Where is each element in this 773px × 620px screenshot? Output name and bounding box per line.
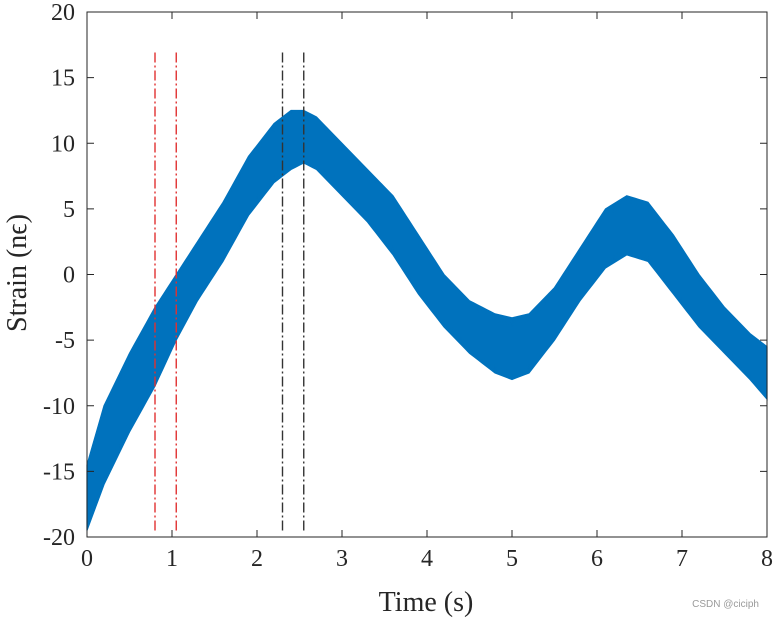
y-tick-label: -5: [55, 328, 75, 354]
y-tick-label: 0: [63, 263, 75, 289]
y-tick-label: 10: [51, 131, 75, 157]
y-tick-label: 5: [63, 197, 75, 223]
x-tick-label: 4: [421, 546, 433, 572]
x-tick-label: 5: [506, 546, 518, 572]
y-tick-label: 15: [51, 66, 75, 92]
x-tick-label: 8: [761, 546, 773, 572]
x-tick-label: 0: [81, 546, 93, 572]
signal-trace-strain-signal: [86, 110, 768, 530]
y-tick-label: -20: [43, 525, 75, 551]
x-tick-label: 7: [676, 546, 688, 572]
x-tick-label: 6: [591, 546, 603, 572]
tick-labels: 0 1 2 3 4 5 6 7 8 -20 -15 -10 -5 0 5 10 15 20: [43, 0, 773, 572]
marker-lines: [154, 51, 305, 531]
y-tick-label: -10: [43, 394, 75, 420]
y-axis-label: Strain (nϵ): [2, 214, 33, 332]
x-tick-label: 2: [251, 546, 263, 572]
y-tick-label: 20: [51, 0, 75, 26]
signal-layer: [86, 109, 768, 531]
signal-band-strain-signal: [86, 109, 768, 531]
x-tick-label: 1: [166, 546, 178, 572]
y-tick-label: -15: [43, 459, 75, 485]
axes: [86, 11, 768, 538]
x-tick-label: 3: [336, 546, 348, 572]
x-axis-label: Time (s): [379, 587, 474, 618]
watermark: CSDN @ciciph: [692, 599, 759, 610]
